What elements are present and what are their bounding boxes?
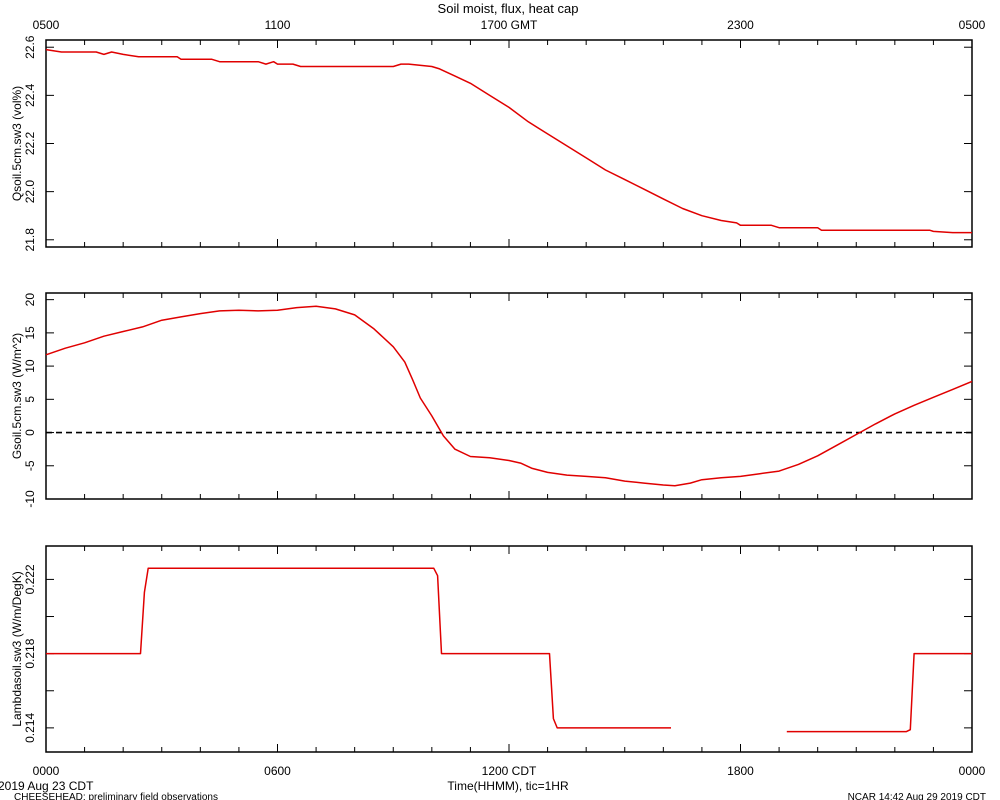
y-axis-label: Lambdasoil.sw3 (W/m/DegK) <box>10 571 24 726</box>
y-axis-label: Gsoil.5cm.sw3 (W/m^2) <box>10 333 24 459</box>
y-tick-label: 22.6 <box>23 35 37 59</box>
y-tick-label: 20 <box>23 293 37 307</box>
y-tick-label: 15 <box>23 326 37 340</box>
chart-panels: 21.8 22.0 22.2 22.4 22.6 Qsoil.5cm.sw3 (vol%)… <box>10 18 986 778</box>
chart-title: Soil moist, flux, heat cap <box>438 1 579 16</box>
series-line <box>46 567 671 729</box>
x-axis-label: Time(HHMM), tic=1HR <box>447 779 569 793</box>
y-tick-label: 22.2 <box>23 131 37 155</box>
x-bottom-tick-label: 0000 <box>959 764 986 778</box>
y-tick-label: 10 <box>23 359 37 373</box>
panel-1: 21.8 22.0 22.2 22.4 22.6 Qsoil.5cm.sw3 (vol%) <box>10 35 973 252</box>
x-bottom-tick-label: 1800 <box>727 764 754 778</box>
y-tick-label: 0.218 <box>23 638 37 668</box>
y-tick-label: 5 <box>23 396 37 403</box>
footer-project: CHEESEHEAD: preliminary field observatio… <box>14 792 218 800</box>
y-tick-label: -5 <box>23 460 37 471</box>
y-tick-label: 0 <box>23 429 37 436</box>
series-line <box>45 48 972 234</box>
x-top-tick-label: 0500 <box>33 18 60 32</box>
y-tick-label: 0.222 <box>23 564 37 594</box>
series-line <box>45 305 973 487</box>
x-bottom-tick-label: 0600 <box>264 764 291 778</box>
y-axis-label: Qsoil.5cm.sw3 (vol%) <box>10 86 24 201</box>
y-tick-label: 0.214 <box>23 713 37 743</box>
panel-2: -10 -5 0 5 10 15 20 Gsoil.5cm.sw3 (W/m^2) <box>10 292 973 508</box>
y-tick-label: -10 <box>23 490 37 508</box>
x-bottom-tick-label: 1200 CDT <box>482 764 537 778</box>
y-tick-label: 22.0 <box>23 180 37 204</box>
panel-frame <box>45 39 973 248</box>
x-top-tick-label: 1700 GMT <box>481 18 538 32</box>
y-tick-label: 22.4 <box>23 83 37 107</box>
series-line <box>786 652 972 733</box>
panel-frame <box>45 292 973 500</box>
footer-credit: NCAR 14:42 Aug 29 2019 CDT <box>848 792 986 800</box>
y-tick-label: 21.8 <box>23 228 37 252</box>
footer-date: 2019 Aug 23 CDT <box>0 779 94 793</box>
x-bottom-tick-label: 0000 <box>33 764 60 778</box>
x-top-tick-label: 0500 <box>959 18 986 32</box>
panel-frame <box>45 545 973 753</box>
x-top-tick-label: 2300 <box>727 18 754 32</box>
x-top-tick-label: 1100 <box>265 18 291 32</box>
